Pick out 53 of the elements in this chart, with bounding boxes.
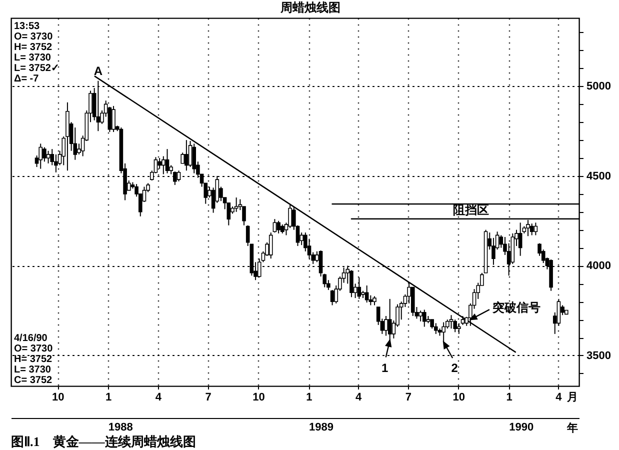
candlestick: [384, 315, 388, 336]
candlestick: [418, 310, 422, 322]
x2-tick-label: 1990: [509, 422, 534, 434]
annotation: 1: [382, 361, 389, 376]
candlestick: [330, 289, 334, 306]
text: 图Ⅱ.1 黄金——连续周蜡烛线图: [11, 434, 196, 449]
y-tick-label: 5000: [586, 80, 611, 93]
chart-title: 周蜡烛线图: [280, 0, 341, 14]
candlestick: [46, 150, 50, 164]
candlestick: [162, 156, 166, 175]
annotation: 13:53 O= 3730 H= 3752 L= 3730 L= 3752✓ Δ= -7: [14, 21, 59, 84]
candlestick: [42, 146, 46, 162]
y-tick-label: 4500: [586, 170, 611, 182]
candlestick: [192, 143, 196, 174]
x-tick-label: 7: [405, 392, 412, 404]
candlestick: [534, 222, 538, 236]
candlestick: [350, 270, 354, 298]
x-tick-label: 10: [52, 392, 64, 404]
candlestick: [276, 220, 280, 234]
x-tick-label: 10: [452, 392, 466, 404]
y-tick-label: 4000: [586, 260, 611, 272]
annotation: 阻挡区: [453, 203, 489, 217]
candlestick: [268, 232, 273, 260]
candlestick: [180, 152, 185, 164]
candlestick: [165, 148, 170, 174]
candlestick: [112, 105, 116, 132]
candlestick: [234, 197, 238, 212]
x-tick-label: 10: [252, 392, 265, 404]
candlestick: [38, 143, 43, 170]
x2-tick-label: 1989: [309, 422, 334, 434]
x-axis-title: 月: [566, 392, 578, 404]
candlestick: [422, 309, 426, 328]
annotation: 2: [451, 361, 458, 376]
x-tick-label: 1: [506, 392, 512, 404]
x2-axis-title: 年: [566, 422, 578, 434]
annotation: 突破信号: [491, 300, 540, 315]
x-tick-label: 7: [205, 392, 212, 404]
x-tick-label: 4: [556, 392, 563, 404]
candlestick: [442, 322, 446, 343]
x-tick-label: 1: [105, 392, 112, 404]
x-tick-label: 4: [155, 392, 162, 404]
x-tick-label: 4: [355, 392, 362, 404]
candlestick: [434, 322, 438, 334]
y-tick-label: 3500: [586, 350, 611, 362]
candlestick: [272, 218, 277, 234]
candlestick: [176, 170, 181, 182]
candlestick: [530, 223, 534, 236]
candlestick: [449, 314, 454, 330]
candlestick: [518, 222, 522, 256]
annotation: A: [94, 64, 103, 78]
candlestick: [184, 140, 188, 172]
x2-tick-label: 1988: [108, 422, 133, 434]
x-tick-label: 1: [306, 392, 312, 404]
